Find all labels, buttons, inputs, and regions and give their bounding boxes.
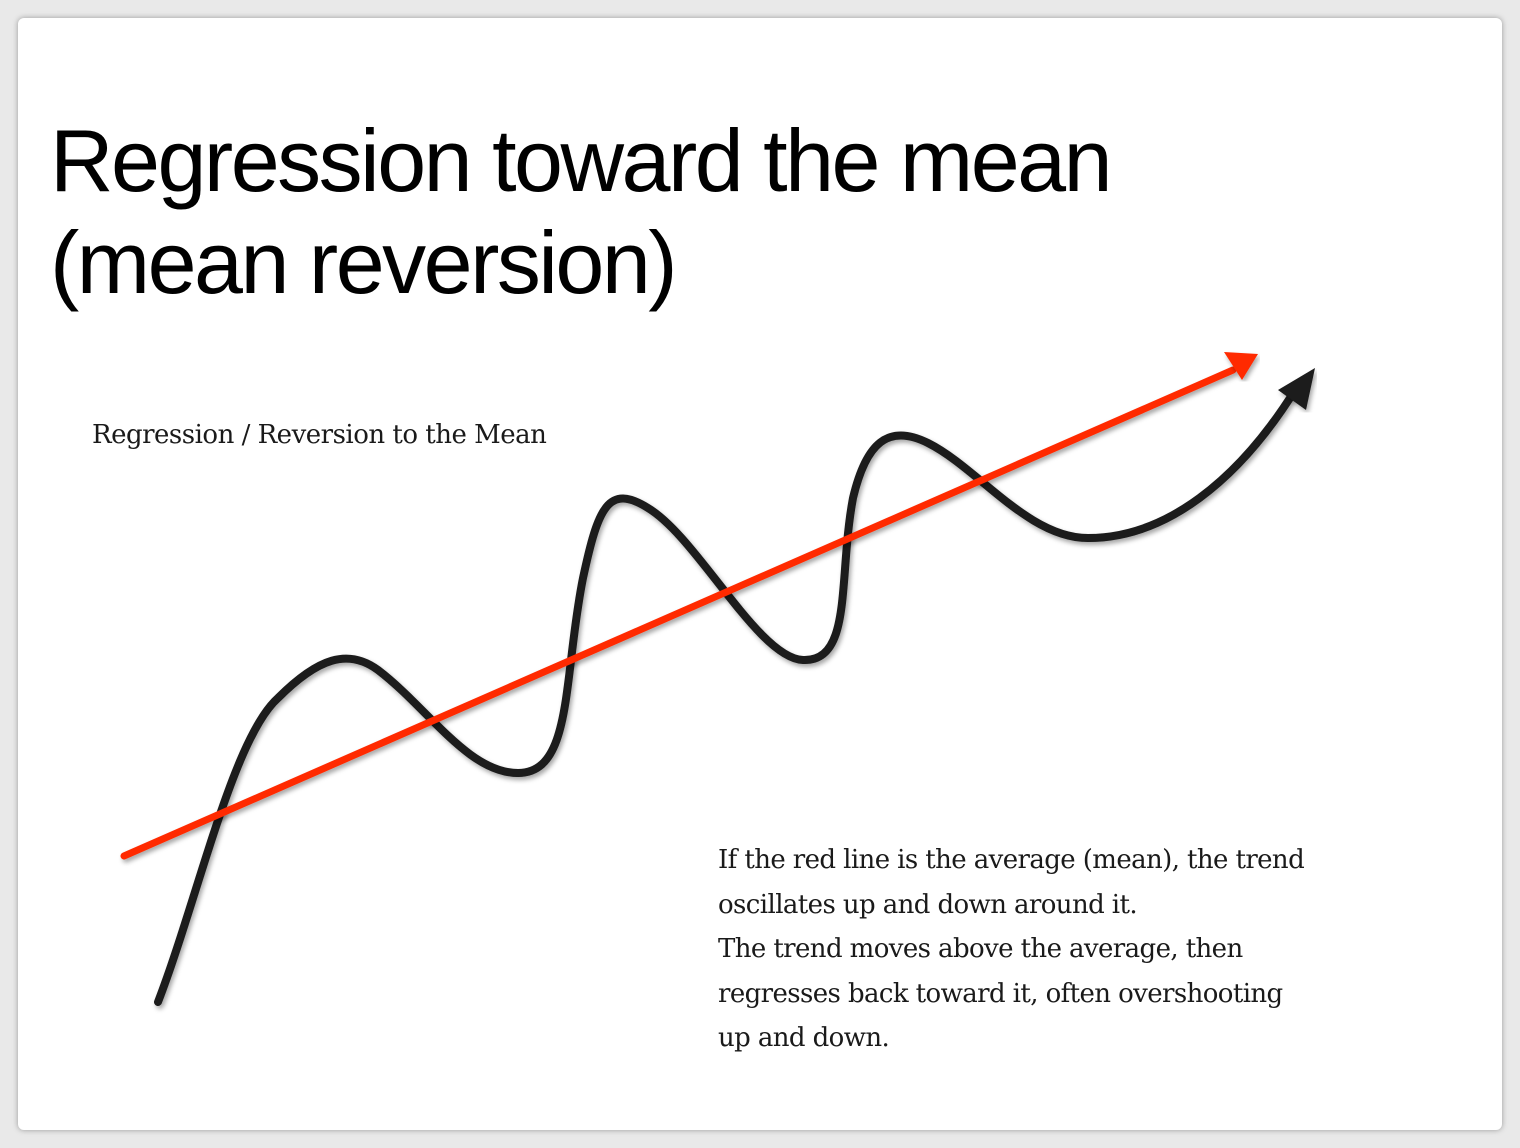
mean-arrowhead-icon: [1224, 352, 1258, 380]
figure-explanation: If the red line is the average (mean), t…: [718, 838, 1305, 1061]
title-line-2: (mean reversion): [50, 213, 678, 312]
title-line-1: Regression toward the mean: [50, 111, 1113, 210]
mean-line: [120, 366, 1237, 860]
slide: Regression toward the mean (mean reversi…: [18, 18, 1502, 1130]
figure-caption: Regression / Reversion to the Mean: [92, 420, 547, 450]
explanation-line-3: The trend moves above the average, then: [718, 934, 1243, 964]
trend-arrowhead-icon: [1278, 368, 1315, 410]
trend-line: [154, 394, 1294, 1006]
explanation-line-4: regresses back toward it, often overshoo…: [718, 978, 1283, 1009]
explanation-line-1: If the red line is the average (mean), t…: [718, 845, 1305, 875]
regression-diagram: [120, 352, 1315, 1006]
slide-title: Regression toward the mean (mean reversi…: [50, 110, 1113, 314]
explanation-line-5: up and down.: [718, 1023, 890, 1053]
explanation-line-2: oscillates up and down around it.: [718, 889, 1138, 920]
